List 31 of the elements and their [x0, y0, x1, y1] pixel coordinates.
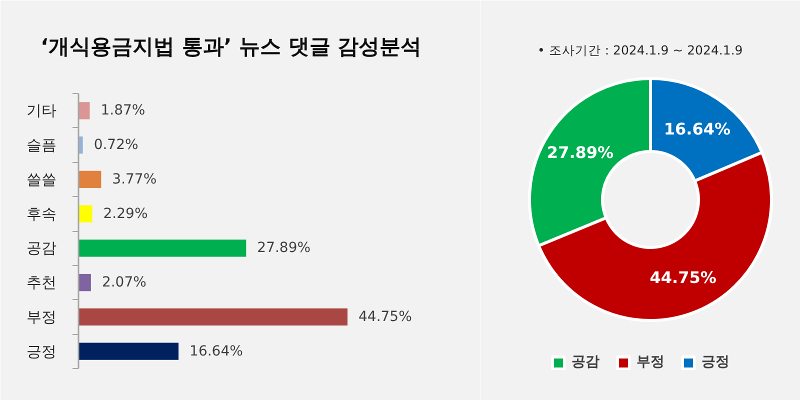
y-tick-label: 공감	[26, 239, 56, 258]
bar	[78, 240, 246, 257]
bar	[78, 342, 179, 360]
y-tick-label: 추천	[26, 274, 56, 292]
data-label: 3.77%	[112, 171, 157, 188]
data-label: 27.89%	[257, 240, 311, 256]
data-label: 1.87%	[100, 102, 146, 119]
legend-label: 부정	[636, 353, 664, 371]
data-label: 16.64%	[664, 120, 731, 139]
y-tick-label: 슬픔	[26, 136, 56, 154]
y-tick-label: 후속	[26, 204, 56, 223]
y-tick-label: 쓸쓸	[26, 170, 56, 188]
data-label: 2.07%	[102, 274, 146, 291]
data-label: 44.75%	[358, 308, 412, 325]
y-tick-label: 기타	[26, 102, 56, 120]
legend-label: 공감	[572, 353, 600, 371]
y-tick-label: 긍정	[26, 342, 56, 360]
data-label: 0.72%	[94, 137, 138, 154]
bar	[78, 274, 91, 292]
legend-label: 긍정	[702, 353, 730, 371]
data-label: 44.75%	[650, 268, 716, 287]
text: • 조사기간 : 2024.1.9 ~ 2024.1.9	[538, 42, 743, 58]
data-label: 16.64%	[190, 343, 243, 360]
bar	[78, 205, 92, 222]
data-label: 2.29%	[103, 206, 148, 222]
chart-title: ‘개식용금지법 통과’ 뉴스 댓글 감성분석	[40, 34, 422, 58]
bar	[78, 102, 90, 120]
bar	[78, 170, 102, 188]
y-tick-label: 부정	[26, 308, 56, 326]
bar	[78, 308, 348, 326]
data-label: 27.89%	[546, 143, 614, 162]
